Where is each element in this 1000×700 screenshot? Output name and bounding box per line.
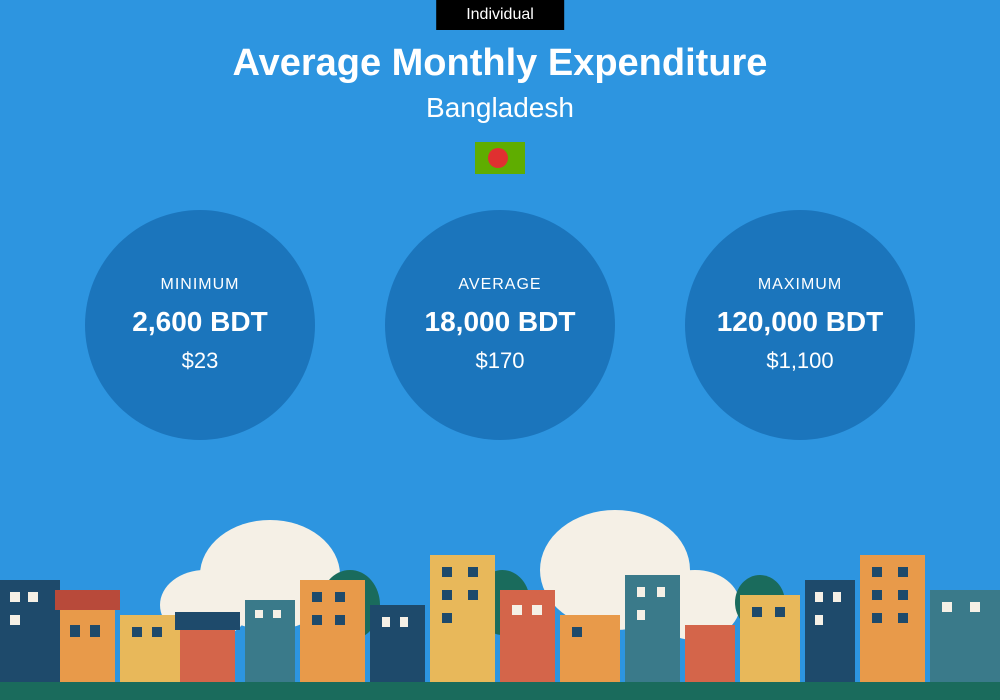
building-icon [430, 555, 495, 685]
building-icon [180, 630, 235, 685]
stat-label: MAXIMUM [758, 276, 842, 294]
building-icon [930, 590, 1000, 685]
cityscape-illustration [0, 500, 1000, 700]
roof-icon [55, 590, 120, 610]
building-icon [560, 615, 620, 685]
page-title: Average Monthly Expenditure [0, 42, 1000, 85]
stats-row: MINIMUM 2,600 BDT $23 AVERAGE 18,000 BDT… [0, 210, 1000, 440]
building-icon [805, 580, 855, 685]
stat-maximum: MAXIMUM 120,000 BDT $1,100 [685, 210, 915, 440]
building-icon [860, 555, 925, 685]
stat-usd: $1,100 [766, 348, 833, 374]
stat-label: AVERAGE [458, 276, 541, 294]
stat-value: 18,000 BDT [425, 306, 576, 338]
ground [0, 682, 1000, 700]
stat-label: MINIMUM [161, 276, 240, 294]
flag-icon [475, 142, 525, 174]
building-icon [740, 595, 800, 685]
building-icon [0, 580, 60, 685]
building-icon [625, 575, 680, 685]
building-icon [300, 580, 365, 685]
country-subtitle: Bangladesh [0, 92, 1000, 124]
building-icon [120, 615, 180, 685]
stat-average: AVERAGE 18,000 BDT $170 [385, 210, 615, 440]
building-icon [370, 605, 425, 685]
stat-usd: $170 [476, 348, 525, 374]
building-icon [500, 590, 555, 685]
stat-minimum: MINIMUM 2,600 BDT $23 [85, 210, 315, 440]
flag-circle [488, 148, 508, 168]
building-icon [60, 610, 115, 685]
building-icon [685, 625, 735, 685]
category-badge: Individual [436, 0, 564, 30]
roof-icon [175, 612, 240, 630]
stat-value: 120,000 BDT [717, 306, 884, 338]
building-icon [245, 600, 295, 685]
stat-usd: $23 [182, 348, 219, 374]
stat-value: 2,600 BDT [132, 306, 267, 338]
